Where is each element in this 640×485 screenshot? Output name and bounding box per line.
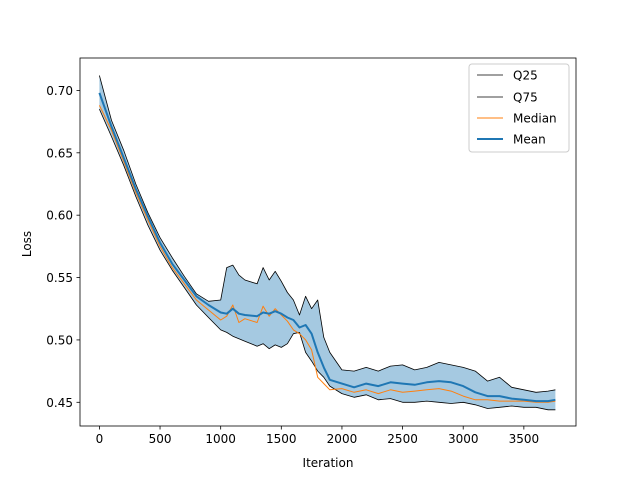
x-tick-label: 500 xyxy=(149,432,172,446)
series-line-mean xyxy=(98,92,556,403)
x-tick-label: 2500 xyxy=(387,432,418,446)
axes-frame xyxy=(79,57,577,427)
y-tick-label: 0.50 xyxy=(46,333,73,347)
x-tick-label: 0 xyxy=(96,432,104,446)
x-tick-label: 3500 xyxy=(509,432,540,446)
y-tick-label: 0.60 xyxy=(46,209,73,223)
legend-median-label: Median xyxy=(513,112,557,126)
legend-q25-label: Q25 xyxy=(513,69,538,83)
y-tick-label: 0.45 xyxy=(46,396,73,410)
series-line-q75 xyxy=(99,75,556,393)
plot-area xyxy=(98,75,556,411)
legend: Q25 Q75 Median Mean xyxy=(468,63,570,153)
x-tick-label: 1000 xyxy=(205,432,236,446)
x-tick-label: 3000 xyxy=(448,432,479,446)
legend-mean-label: Mean xyxy=(513,133,546,147)
y-tick-label: 0.55 xyxy=(46,271,73,285)
legend-q75-label: Q75 xyxy=(513,91,538,105)
y-axis-label: Loss xyxy=(20,231,34,257)
y-tick-label: 0.70 xyxy=(46,84,73,98)
series-line-q25 xyxy=(99,108,556,411)
axes: 0 500 1000 1500 2000 2500 3000 3500 0.45 0.50 0.55… xyxy=(46,57,577,446)
legend-frame xyxy=(468,63,570,153)
y-tick-label: 0.65 xyxy=(46,146,73,160)
series-line-median xyxy=(98,105,556,403)
x-tick-label: 2000 xyxy=(327,432,358,446)
x-axis-label: Iteration xyxy=(303,456,354,470)
x-tick-label: 1500 xyxy=(266,432,297,446)
